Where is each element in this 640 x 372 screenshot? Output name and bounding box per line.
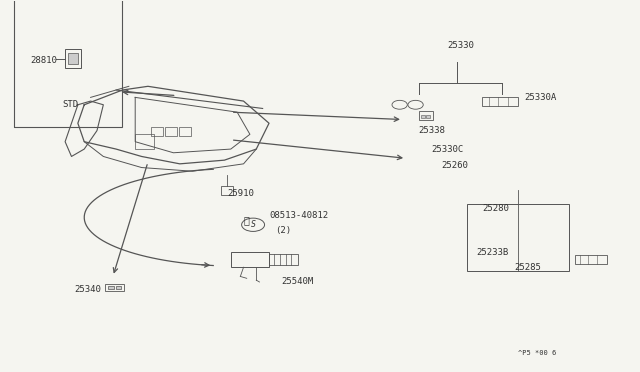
Bar (419, 112, 433, 119)
Text: (2): (2) (275, 226, 291, 235)
Text: 08513-40812: 08513-40812 (269, 211, 328, 220)
Text: 25338: 25338 (419, 126, 445, 135)
Bar (14, 0, 122, 127)
Text: Ⓢ: Ⓢ (243, 215, 249, 225)
Text: 25910: 25910 (228, 189, 255, 198)
Bar (68, 53, 78, 64)
Bar (108, 286, 113, 289)
Bar (421, 115, 425, 118)
Text: 25330A: 25330A (524, 93, 556, 102)
Text: ^P5 *00 6: ^P5 *00 6 (518, 350, 556, 356)
Text: 25260: 25260 (441, 161, 468, 170)
Text: 25330: 25330 (447, 41, 474, 50)
Text: S: S (251, 220, 255, 229)
Bar (221, 186, 233, 195)
Bar (269, 254, 298, 265)
Text: 25233B: 25233B (476, 248, 508, 257)
Text: STD: STD (62, 100, 78, 109)
Text: 28810: 28810 (30, 56, 57, 65)
Bar (575, 256, 607, 264)
Text: 25285: 25285 (515, 263, 541, 272)
Bar (179, 127, 191, 136)
Text: 25540M: 25540M (282, 278, 314, 286)
Bar (65, 49, 81, 68)
Text: 25280: 25280 (483, 203, 509, 213)
Bar (467, 205, 568, 271)
Text: 25340: 25340 (75, 285, 102, 294)
Bar (426, 115, 430, 118)
Text: 25330C: 25330C (431, 145, 464, 154)
Bar (483, 97, 518, 106)
Bar (116, 286, 121, 289)
Bar (151, 127, 163, 136)
Bar (165, 127, 177, 136)
Bar (105, 284, 124, 291)
Bar (135, 134, 154, 149)
Bar (231, 253, 269, 267)
